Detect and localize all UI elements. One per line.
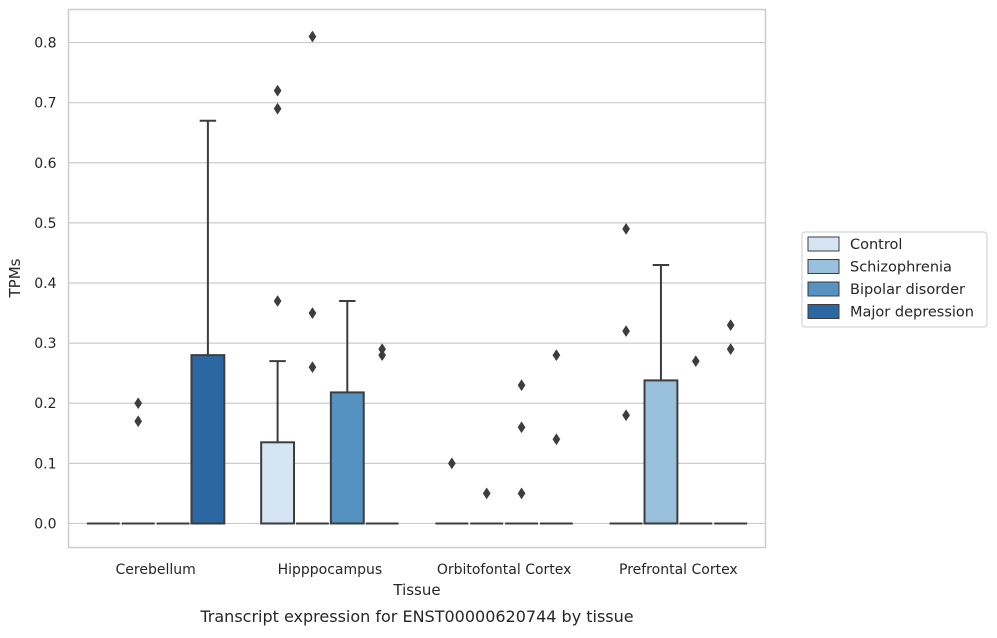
outlier-point xyxy=(622,409,630,422)
box-body xyxy=(190,354,226,525)
box-marks xyxy=(86,30,748,525)
legend-swatch xyxy=(807,236,840,252)
box-group xyxy=(329,300,365,525)
box-group xyxy=(121,397,155,525)
box-group xyxy=(539,349,573,525)
x-tick-label: Orbitofontal Cortex xyxy=(437,562,572,578)
legend-label: Schizophrenia xyxy=(850,260,952,276)
y-tick-label: 0.5 xyxy=(34,216,56,232)
box-group xyxy=(435,457,469,525)
box-group xyxy=(190,119,226,525)
outlier-point xyxy=(517,421,526,434)
y-tick-label: 0.0 xyxy=(34,516,56,532)
outlier-point xyxy=(447,457,456,470)
outlier-point xyxy=(726,343,735,356)
outlier-point xyxy=(273,84,282,97)
grid-lines xyxy=(68,41,766,525)
outlier-point xyxy=(517,379,526,392)
outlier-point xyxy=(378,343,387,356)
y-tick-label: 0.7 xyxy=(34,96,56,112)
legend-swatch xyxy=(807,281,840,297)
legend-label: Control xyxy=(850,237,902,253)
box-group xyxy=(643,263,679,525)
outlier-point xyxy=(622,222,630,235)
y-tick-label: 0.1 xyxy=(34,456,56,472)
box-group xyxy=(609,222,643,525)
outlier-point xyxy=(517,487,526,500)
chart-caption: Transcript expression for ENST0000062074… xyxy=(199,607,633,626)
outlier-point xyxy=(308,307,317,320)
legend-label: Bipolar disorder xyxy=(850,282,965,298)
outlier-point xyxy=(134,415,143,428)
y-tick-label: 0.6 xyxy=(34,156,56,172)
x-axis-label: Tissue xyxy=(392,581,440,599)
plot-area-frame xyxy=(67,8,767,549)
legend-frame xyxy=(801,231,988,328)
outlier-point xyxy=(691,355,700,368)
box-group xyxy=(505,379,538,525)
box-group xyxy=(470,487,504,525)
legend-label: Major depression xyxy=(850,305,974,321)
x-axis-ticks: Cerebellum Hipppocampus Orbitofontal Corte… xyxy=(116,562,738,578)
outlier-point xyxy=(552,349,561,362)
box-body xyxy=(260,441,296,525)
x-tick-label: Hipppocampus xyxy=(278,562,383,578)
outlier-point xyxy=(378,349,387,362)
y-axis-label: TPMs xyxy=(6,258,24,298)
box-body xyxy=(643,379,679,525)
box-group xyxy=(714,319,748,525)
y-tick-label: 0.4 xyxy=(34,276,56,292)
outlier-point xyxy=(273,295,282,307)
outlier-point xyxy=(134,397,143,410)
outlier-point xyxy=(308,30,317,43)
outlier-point xyxy=(482,487,491,500)
box-group xyxy=(260,84,296,525)
box-body xyxy=(329,391,365,525)
y-axis-ticks: 0.0 0.1 0.2 0.3 0.4 0.5 0.6 0.7 0.8 xyxy=(34,36,56,533)
box-group xyxy=(679,355,713,525)
y-tick-label: 0.2 xyxy=(34,396,56,412)
outlier-point xyxy=(552,433,561,446)
legend: Control Schizophrenia Bipolar disorder Majo… xyxy=(801,231,988,328)
y-tick-label: 0.3 xyxy=(34,336,56,352)
legend-swatch xyxy=(807,259,840,274)
box-group xyxy=(296,30,329,525)
outlier-point xyxy=(726,319,735,332)
legend-swatch xyxy=(807,304,840,319)
x-tick-label: Prefrontal Cortex xyxy=(619,562,738,578)
x-tick-label: Cerebellum xyxy=(116,562,196,578)
outlier-point xyxy=(273,102,282,115)
box-group xyxy=(365,343,399,525)
y-tick-label: 0.8 xyxy=(34,36,56,52)
outlier-point xyxy=(308,361,317,374)
outlier-point xyxy=(622,325,630,338)
